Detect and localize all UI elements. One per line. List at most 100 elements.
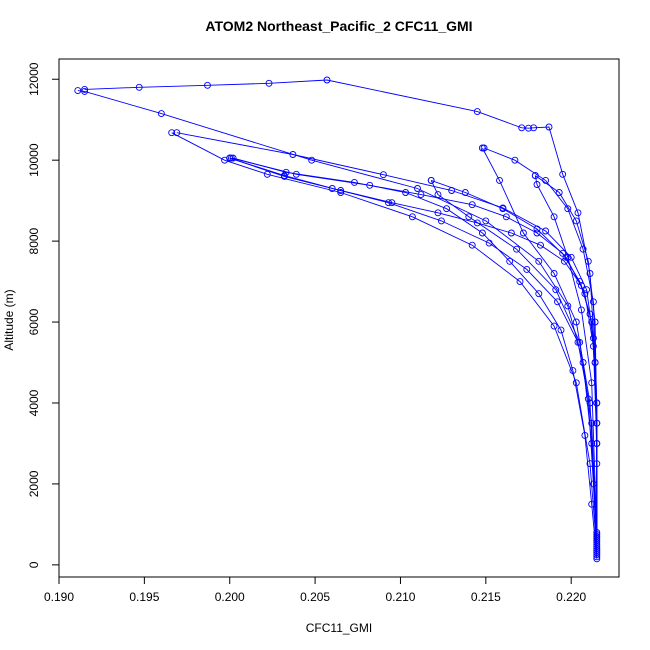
chart-title: ATOM2 Northeast_Pacific_2 CFC11_GMI [205,18,472,34]
data-point [583,286,591,294]
data-point [499,205,507,213]
data-point [478,229,486,237]
data-point [427,176,435,184]
series-line-5 [171,132,598,551]
data-point [480,144,488,152]
data-point [263,170,271,178]
data-point [81,87,89,95]
data-point [557,326,565,334]
x-tick-label: 0.190 [44,590,74,604]
data-point [414,185,421,192]
data-point [366,181,374,189]
data-point [473,219,481,227]
data-point [168,129,176,137]
data-point [511,156,519,164]
data-point [74,87,82,95]
data-point [530,124,538,132]
data-point [507,229,515,237]
series-line-9 [430,180,598,543]
data-point [289,151,297,158]
data-point [337,187,345,194]
plot-series [74,76,601,563]
data-point [572,217,580,225]
x-tick-label: 0.210 [385,590,415,604]
data-point [533,181,541,188]
data-point [531,172,539,180]
data-point [550,270,558,277]
data-point [417,191,425,199]
data-point [584,257,592,265]
data-point [434,209,442,217]
data-point [388,199,396,207]
data-point [516,278,524,286]
data-point [468,201,476,209]
series-line-8 [84,79,598,545]
data-point [579,245,587,253]
data-point [550,322,558,330]
data-point [157,110,165,118]
data-point [537,241,544,249]
y-tick-label: 0 [27,561,41,568]
y-tick-label: 8000 [27,227,41,254]
data-point [577,306,585,314]
data-point [559,249,567,257]
data-point [572,379,580,387]
data-point [461,189,469,196]
data-point [468,241,476,249]
data-point [554,298,561,306]
series-line-6 [176,132,598,549]
data-point [589,342,597,350]
data-point [485,239,493,247]
data-point [443,205,451,213]
data-point [559,170,567,178]
y-tick-label: 4000 [27,389,41,416]
data-point [518,124,526,132]
y-axis: 0 2000 4000 6000 8000 10000 12000 [27,62,60,568]
data-point [204,81,211,89]
series-line-11 [482,147,598,539]
data-point [535,290,543,298]
data-point [337,189,345,196]
data-point [408,213,416,221]
data-point [135,83,143,91]
data-point [535,257,543,265]
data-point [473,108,481,116]
data-point [519,229,527,237]
data-point [265,79,273,87]
y-axis-label: Altitude (m) [2,289,16,350]
data-point [591,318,599,326]
data-point [482,217,490,225]
data-point [533,225,541,233]
x-tick-label: 0.205 [300,590,330,604]
data-point [542,227,550,235]
data-point [496,176,503,184]
data-point [502,213,510,221]
data-point [434,191,442,199]
data-point [555,189,563,196]
series-line-7 [77,90,598,547]
series-line-14 [535,175,598,533]
data-point [81,85,89,93]
data-point [581,290,589,298]
y-tick-label: 10000 [27,143,41,177]
data-point [574,209,582,217]
series-line-13 [534,175,598,535]
y-tick-label: 2000 [27,470,41,497]
data-point [588,379,596,387]
data-point [545,123,553,131]
data-point [523,265,531,273]
data-point [560,257,568,265]
data-point [292,170,300,178]
data-point [564,253,572,261]
data-point [586,399,594,407]
data-point [525,124,532,132]
x-axis: 0.190 0.195 0.200 0.205 0.210 0.215 0.220 [44,576,587,604]
data-point [533,229,541,237]
data-point [437,217,445,225]
data-point [221,156,229,164]
y-tick-label: 6000 [27,308,41,335]
x-tick-label: 0.215 [471,590,501,604]
data-point [506,257,514,265]
series-line-10 [431,179,598,541]
